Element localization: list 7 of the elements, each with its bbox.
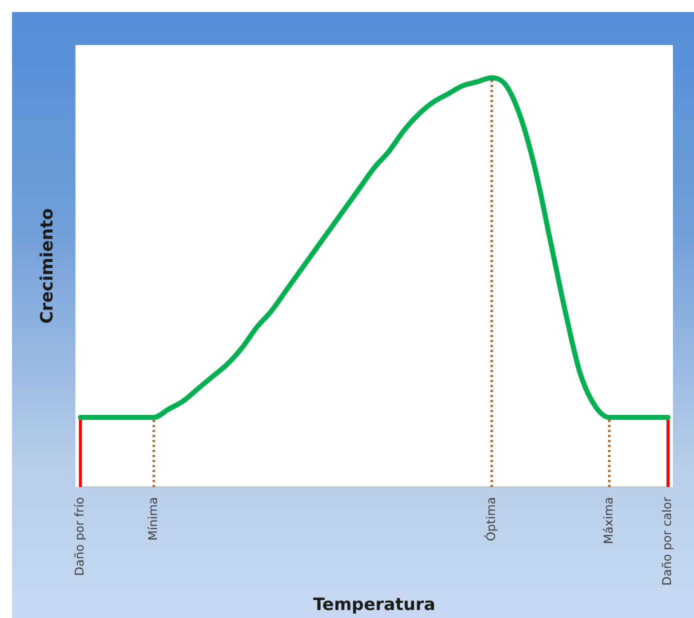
x-tick-label: Mínima: [146, 496, 160, 541]
y-axis-title: Crecimiento: [38, 208, 58, 324]
x-tick-label: Máxima: [601, 496, 616, 544]
x-tick-label: Óptima: [482, 496, 498, 542]
x-tick-label: Daño por frío: [72, 496, 87, 576]
x-axis-title: Temperatura: [313, 595, 436, 616]
x-tick-label: Daño por calor: [660, 496, 674, 586]
